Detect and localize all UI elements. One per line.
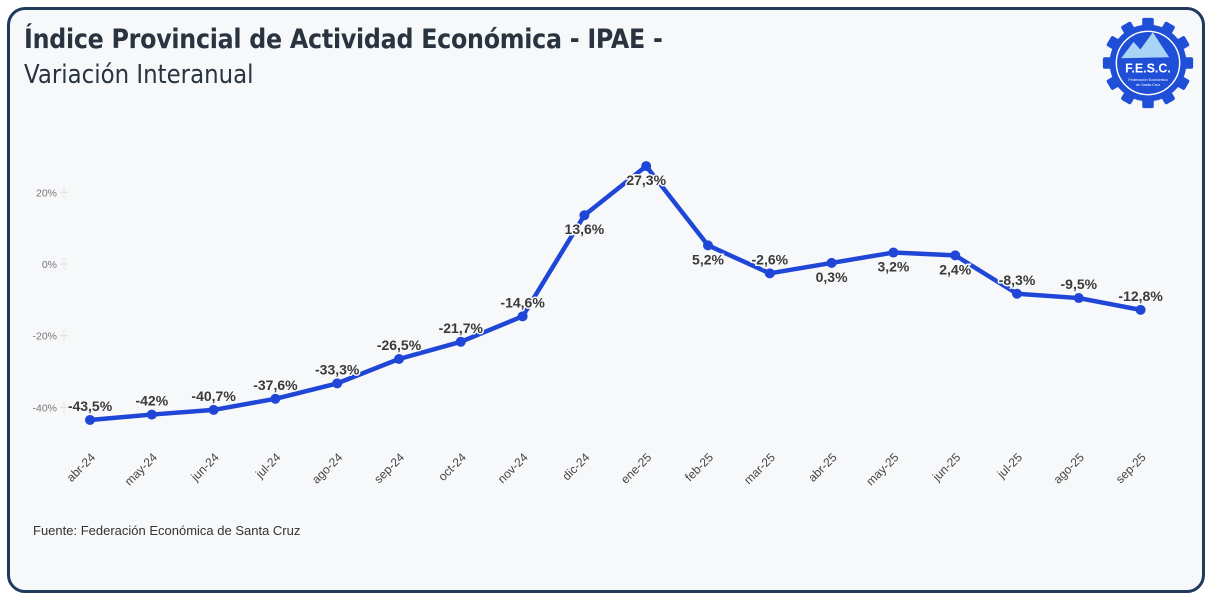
data-label: -42% (135, 393, 168, 409)
data-point (146, 409, 157, 420)
data-label: -9,5% (1061, 276, 1098, 292)
data-label: 0,3% (816, 269, 848, 285)
data-point (517, 311, 528, 322)
data-label: -33,3% (315, 361, 360, 377)
x-tick-label: nov-24 (495, 450, 531, 486)
x-tick-label: sep-24 (371, 450, 407, 486)
data-point (888, 247, 899, 258)
data-label: -8,3% (999, 272, 1036, 288)
x-tick-label: ago-25 (1051, 450, 1088, 487)
y-tick-label: 20% (36, 187, 57, 199)
data-label: 3,2% (877, 259, 909, 275)
y-tick-label: 0% (42, 259, 57, 271)
fesc-logo: F.E.S.C. Federación Económica de Santa C… (1102, 17, 1194, 109)
data-point (1135, 304, 1146, 315)
data-point (455, 336, 466, 347)
data-point (1012, 288, 1022, 299)
y-tick-label: -20% (32, 331, 57, 343)
x-tick-label: mar-25 (741, 450, 778, 487)
x-tick-label: abr-24 (64, 450, 99, 485)
data-label: -26,5% (377, 337, 422, 353)
svg-text:Federación Económica: Federación Económica (1128, 78, 1168, 82)
x-tick-label: feb-25 (682, 450, 716, 484)
data-label: -12,8% (1118, 288, 1163, 304)
x-tick-label: may-24 (122, 450, 160, 488)
data-label: 13,6% (565, 221, 605, 237)
data-label: 5,2% (692, 251, 724, 267)
x-tick-label: jul-25 (994, 450, 1026, 482)
data-label: -40,7% (191, 388, 236, 404)
series-line (87, 163, 1143, 423)
logo-text: F.E.S.C. (1125, 62, 1171, 76)
data-point (270, 393, 281, 404)
x-tick-label: may-25 (863, 450, 901, 488)
data-point (764, 268, 775, 279)
y-tick-label: -40% (32, 402, 57, 414)
x-tick-label: sep-25 (1113, 450, 1149, 486)
x-tick-label: ene-25 (618, 450, 655, 487)
data-label: -21,7% (439, 320, 484, 336)
data-point (1073, 293, 1084, 304)
x-tick-label: abr-25 (805, 450, 840, 485)
chart-card (7, 7, 1205, 593)
x-tick-label: jun-25 (929, 450, 963, 484)
chart-subtitle: Variación Interanual (24, 60, 254, 90)
x-tick-label: jul-24 (252, 450, 284, 482)
data-point (394, 354, 404, 365)
svg-text:de Santa Cruz: de Santa Cruz (1136, 83, 1161, 87)
data-label: -37,6% (253, 377, 298, 393)
x-tick-label: jun-24 (188, 450, 222, 484)
data-point (579, 210, 590, 221)
data-point (641, 161, 652, 172)
data-point (208, 404, 219, 415)
data-point (703, 240, 713, 251)
data-point (332, 378, 343, 389)
chart-title: Índice Provincial de Actividad Económica… (24, 24, 663, 55)
data-label: -2,6% (752, 251, 789, 267)
data-point (950, 250, 961, 261)
data-point (85, 414, 95, 425)
x-tick-label: dic-24 (560, 450, 593, 483)
x-tick-label: ago-24 (309, 450, 346, 487)
x-tick-label: oct-24 (435, 450, 469, 484)
data-label: -14,6% (500, 294, 545, 310)
source-note: Fuente: Federación Económica de Santa Cr… (33, 523, 301, 538)
data-label: 2,4% (939, 261, 971, 277)
data-label: 27,3% (626, 172, 666, 188)
data-point (826, 257, 837, 268)
data-label: -43,5% (68, 398, 113, 414)
